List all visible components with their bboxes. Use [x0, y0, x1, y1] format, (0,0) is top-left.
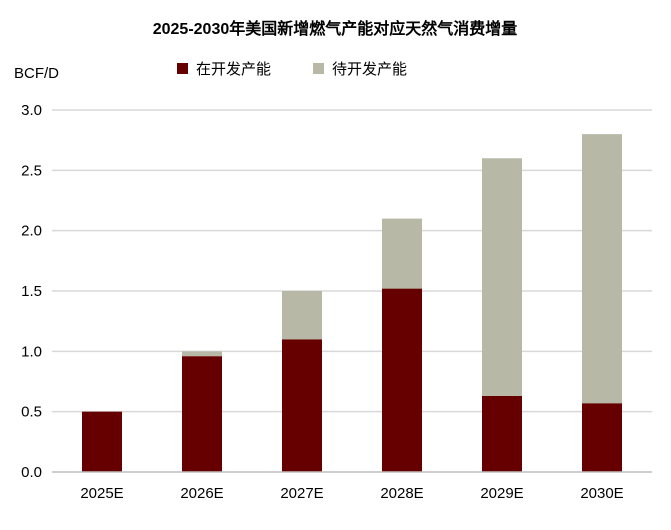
bar-2030E-series-0	[582, 403, 622, 472]
x-tick-label: 2030E	[580, 485, 623, 502]
bar-2026E-series-1	[182, 351, 222, 357]
y-axis-label: BCF/D	[14, 65, 59, 82]
y-tick-label: 1.5	[21, 283, 42, 300]
bar-2027E-series-0	[282, 339, 322, 472]
bar-2030E-series-1	[582, 134, 622, 404]
legend-swatch-0	[177, 63, 188, 74]
bar-2027E-series-1	[282, 291, 322, 340]
y-tick-label: 1.0	[21, 343, 42, 360]
chart-title: 2025-2030年美国新增燃气产能对应天然气消费增量	[153, 19, 518, 38]
bar-2029E-series-0	[482, 395, 522, 472]
x-tick-label: 2025E	[80, 485, 123, 502]
legend-label-0: 在开发产能	[196, 61, 271, 78]
y-tick-label: 0.5	[21, 404, 42, 421]
x-tick-label: 2027E	[280, 485, 323, 502]
bar-2029E-series-1	[482, 158, 522, 396]
bar-2028E-series-0	[382, 288, 422, 472]
bar-2026E-series-0	[182, 356, 222, 472]
x-tick-label: 2029E	[480, 485, 523, 502]
y-tick-label: 3.0	[21, 102, 42, 119]
bar-2025E-series-0	[82, 411, 122, 472]
bar-2028E-series-1	[382, 218, 422, 289]
x-tick-label: 2026E	[180, 485, 223, 502]
y-tick-label: 2.0	[21, 223, 42, 240]
y-tick-label: 2.5	[21, 162, 42, 179]
y-tick-label: 0.0	[21, 464, 42, 481]
x-tick-label: 2028E	[380, 485, 423, 502]
legend-swatch-1	[313, 63, 324, 74]
legend: 在开发产能 待开发产能	[177, 61, 407, 78]
legend-label-1: 待开发产能	[332, 61, 407, 78]
